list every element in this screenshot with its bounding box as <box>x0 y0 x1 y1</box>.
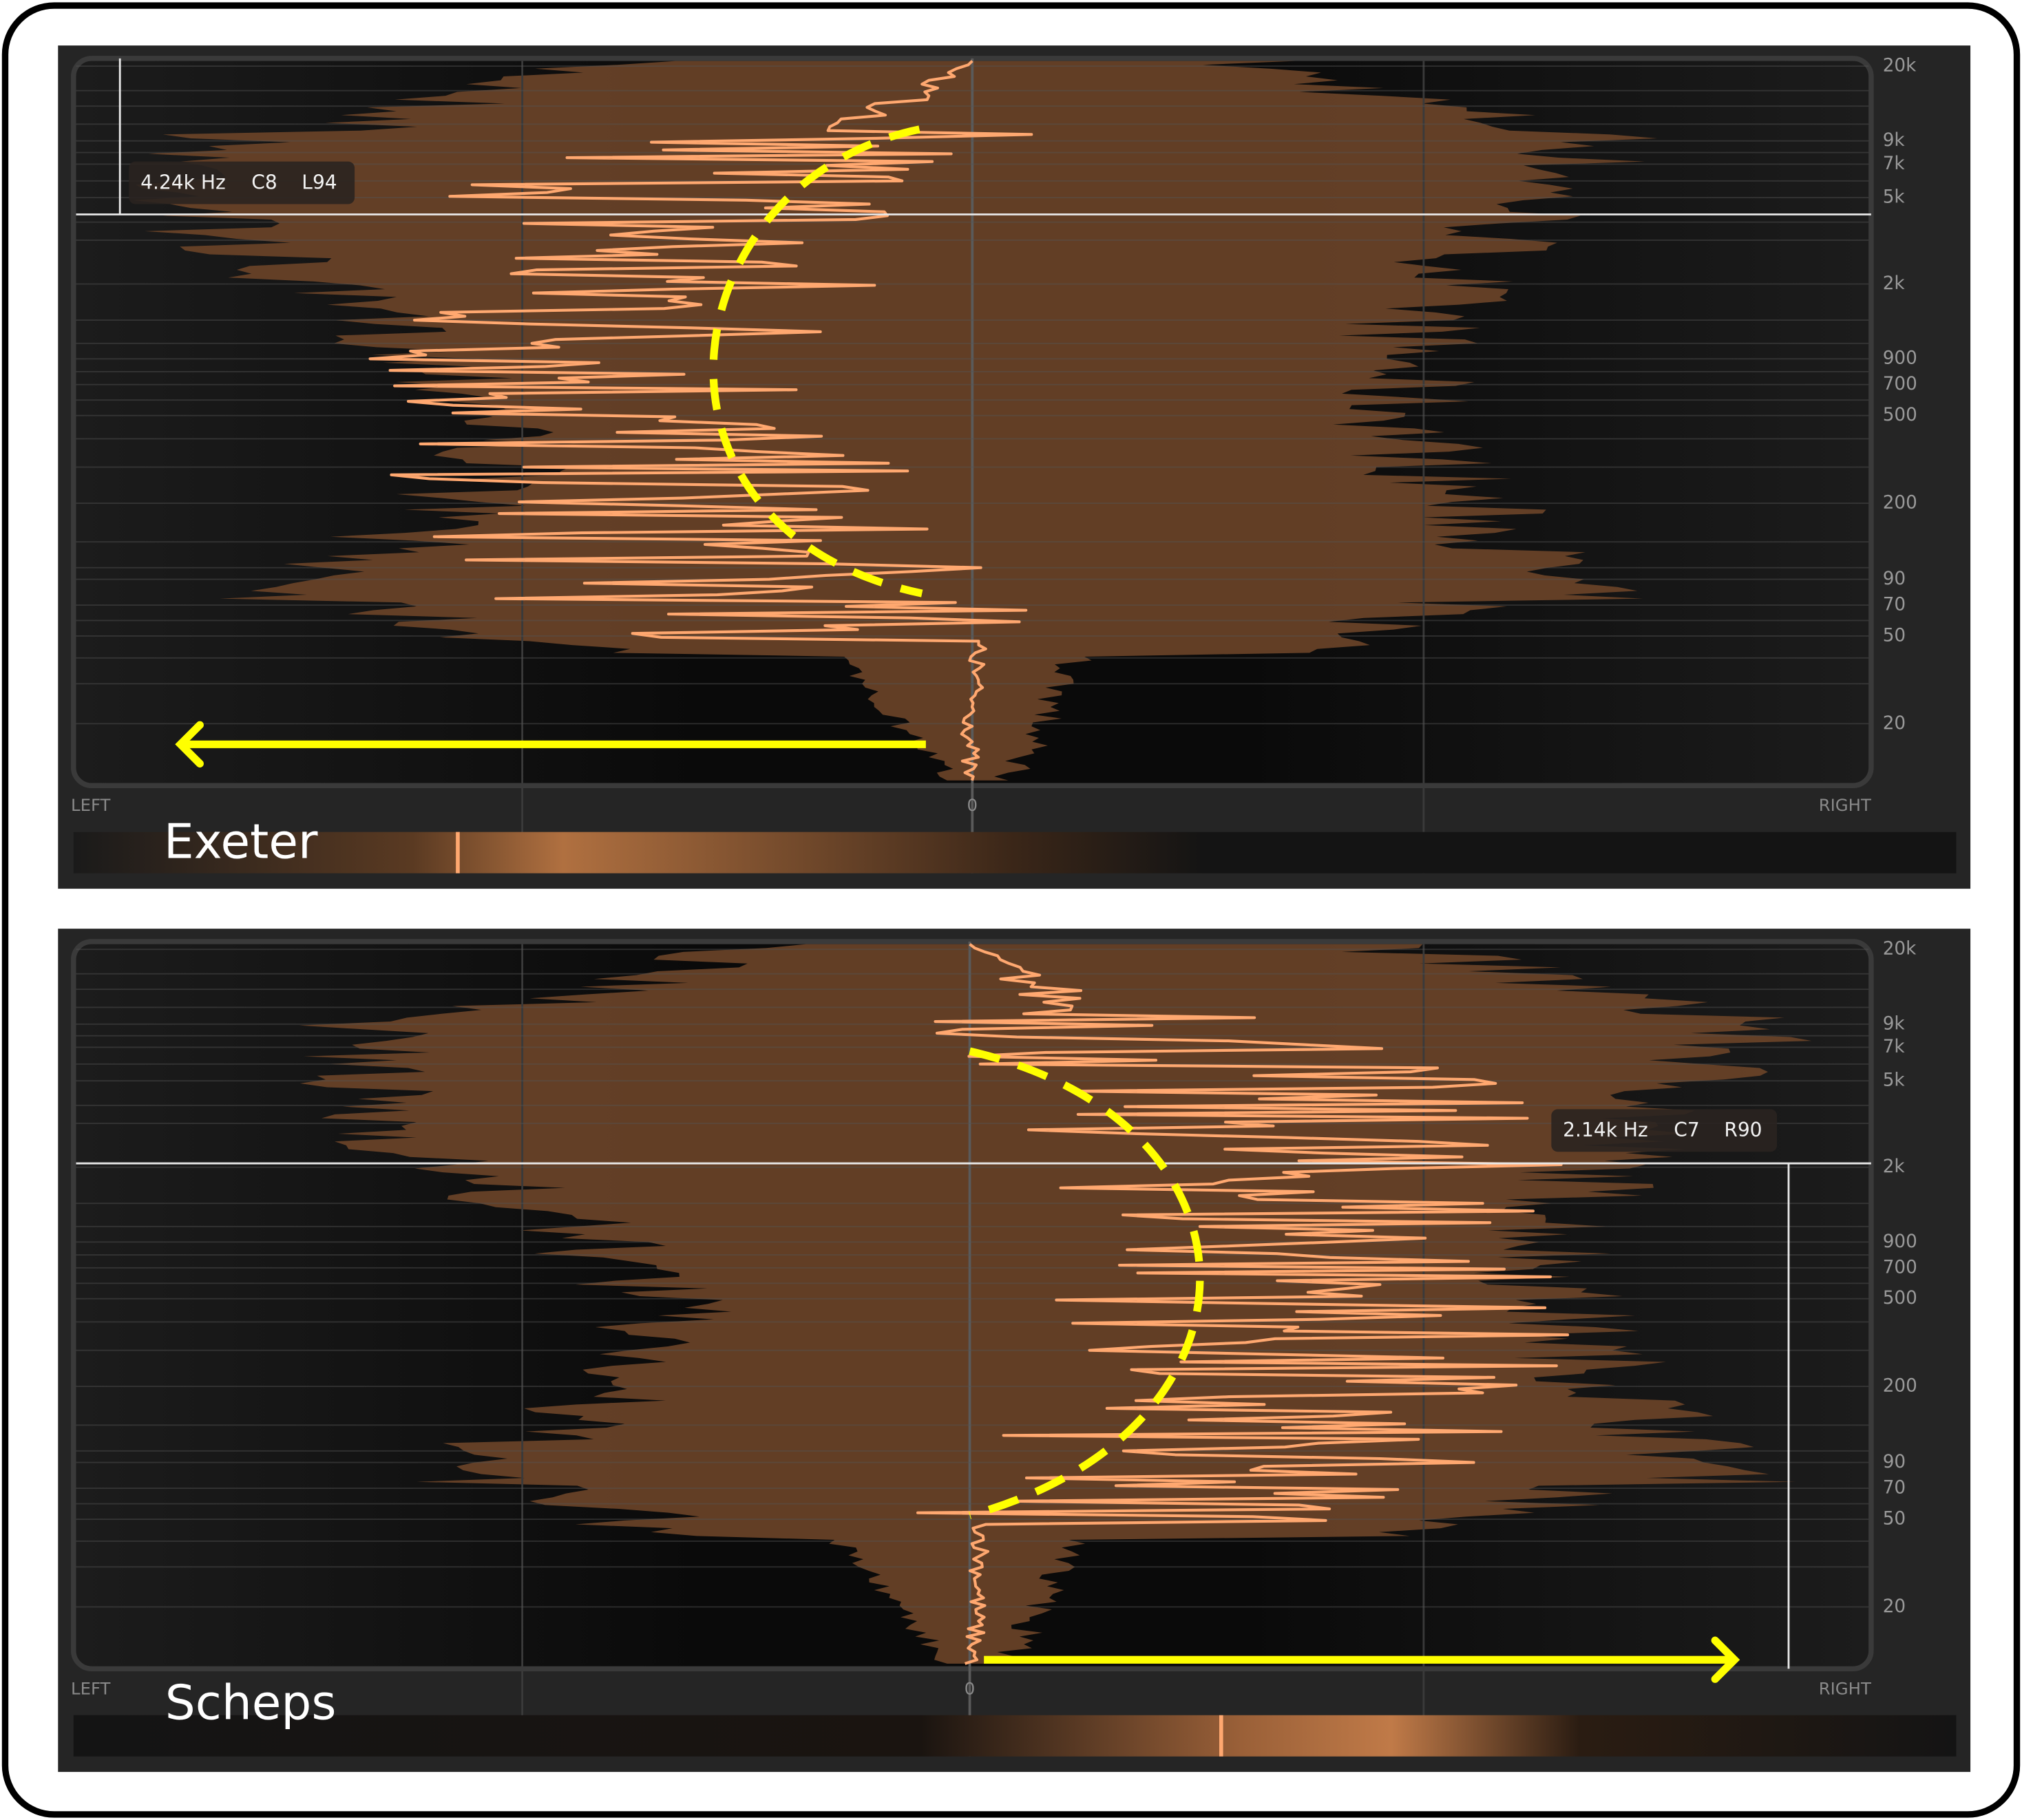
freq-label: 50 <box>1883 625 1906 646</box>
pan-meter <box>73 832 1957 874</box>
freq-label: 700 <box>1883 374 1917 394</box>
pan-meter <box>73 1715 1957 1757</box>
tooltip-bg <box>129 161 355 204</box>
annotation-arc <box>709 125 923 597</box>
panel: 20k 9k 7k 5k 2k 900 700 500 200 90 70 50 20 LEFT 0 RIGH… <box>58 45 1971 889</box>
freq-label: 900 <box>1883 1231 1917 1252</box>
mic-label: Scheps <box>165 1676 337 1731</box>
freq-label: 500 <box>1883 405 1917 425</box>
freq-label: 90 <box>1883 1452 1906 1472</box>
freq-label: 2k <box>1883 273 1906 294</box>
freq-label: 5k <box>1883 187 1906 208</box>
tooltip-pan: L94 <box>302 171 337 194</box>
axis-center: 0 <box>965 1678 976 1698</box>
freq-label: 2k <box>1883 1156 1906 1177</box>
axis-left: LEFT <box>71 1678 111 1698</box>
freq-label: 200 <box>1883 493 1917 514</box>
panel: 20k 9k 7k 5k 2k 900 700 500 200 90 70 50 20 LEFT 0 RIGH… <box>58 929 1971 1773</box>
tooltip-pan: R90 <box>1724 1119 1762 1141</box>
spectrum-area <box>299 944 1812 1664</box>
freq-label: 70 <box>1883 1478 1906 1499</box>
tooltip-note: C7 <box>1674 1119 1699 1141</box>
axis-left: LEFT <box>71 795 111 815</box>
freq-label: 7k <box>1883 154 1906 174</box>
freq-label: 9k <box>1883 130 1906 151</box>
freq-label: 20 <box>1883 1596 1906 1617</box>
axis-right: RIGHT <box>1819 795 1871 815</box>
freq-label: 500 <box>1883 1288 1917 1309</box>
freq-label: 9k <box>1883 1013 1906 1034</box>
freq-label: 7k <box>1883 1037 1906 1057</box>
pan-trace <box>916 943 1570 1665</box>
axis-right: RIGHT <box>1819 1678 1871 1698</box>
freq-label: 20k <box>1883 939 1917 960</box>
tooltip-freq: 4.24k Hz <box>140 171 226 194</box>
freq-label: 200 <box>1883 1376 1917 1397</box>
mic-label: Exeter <box>164 814 318 869</box>
freq-label: 20k <box>1883 56 1917 76</box>
spectrum-area <box>132 61 1658 781</box>
annotation-arc <box>969 1047 1204 1519</box>
freq-label: 70 <box>1883 595 1906 615</box>
tooltip-freq: 2.14k Hz <box>1563 1119 1648 1141</box>
freq-label: 900 <box>1883 348 1917 369</box>
tooltip-note: C8 <box>251 171 277 194</box>
freq-label: 50 <box>1883 1509 1906 1530</box>
axis-center: 0 <box>967 795 978 815</box>
freq-label: 5k <box>1883 1070 1906 1091</box>
freq-label: 90 <box>1883 569 1906 589</box>
pan-trace <box>368 60 1033 781</box>
freq-label: 20 <box>1883 713 1906 734</box>
tooltip-bg <box>1551 1109 1778 1152</box>
freq-label: 700 <box>1883 1257 1917 1278</box>
